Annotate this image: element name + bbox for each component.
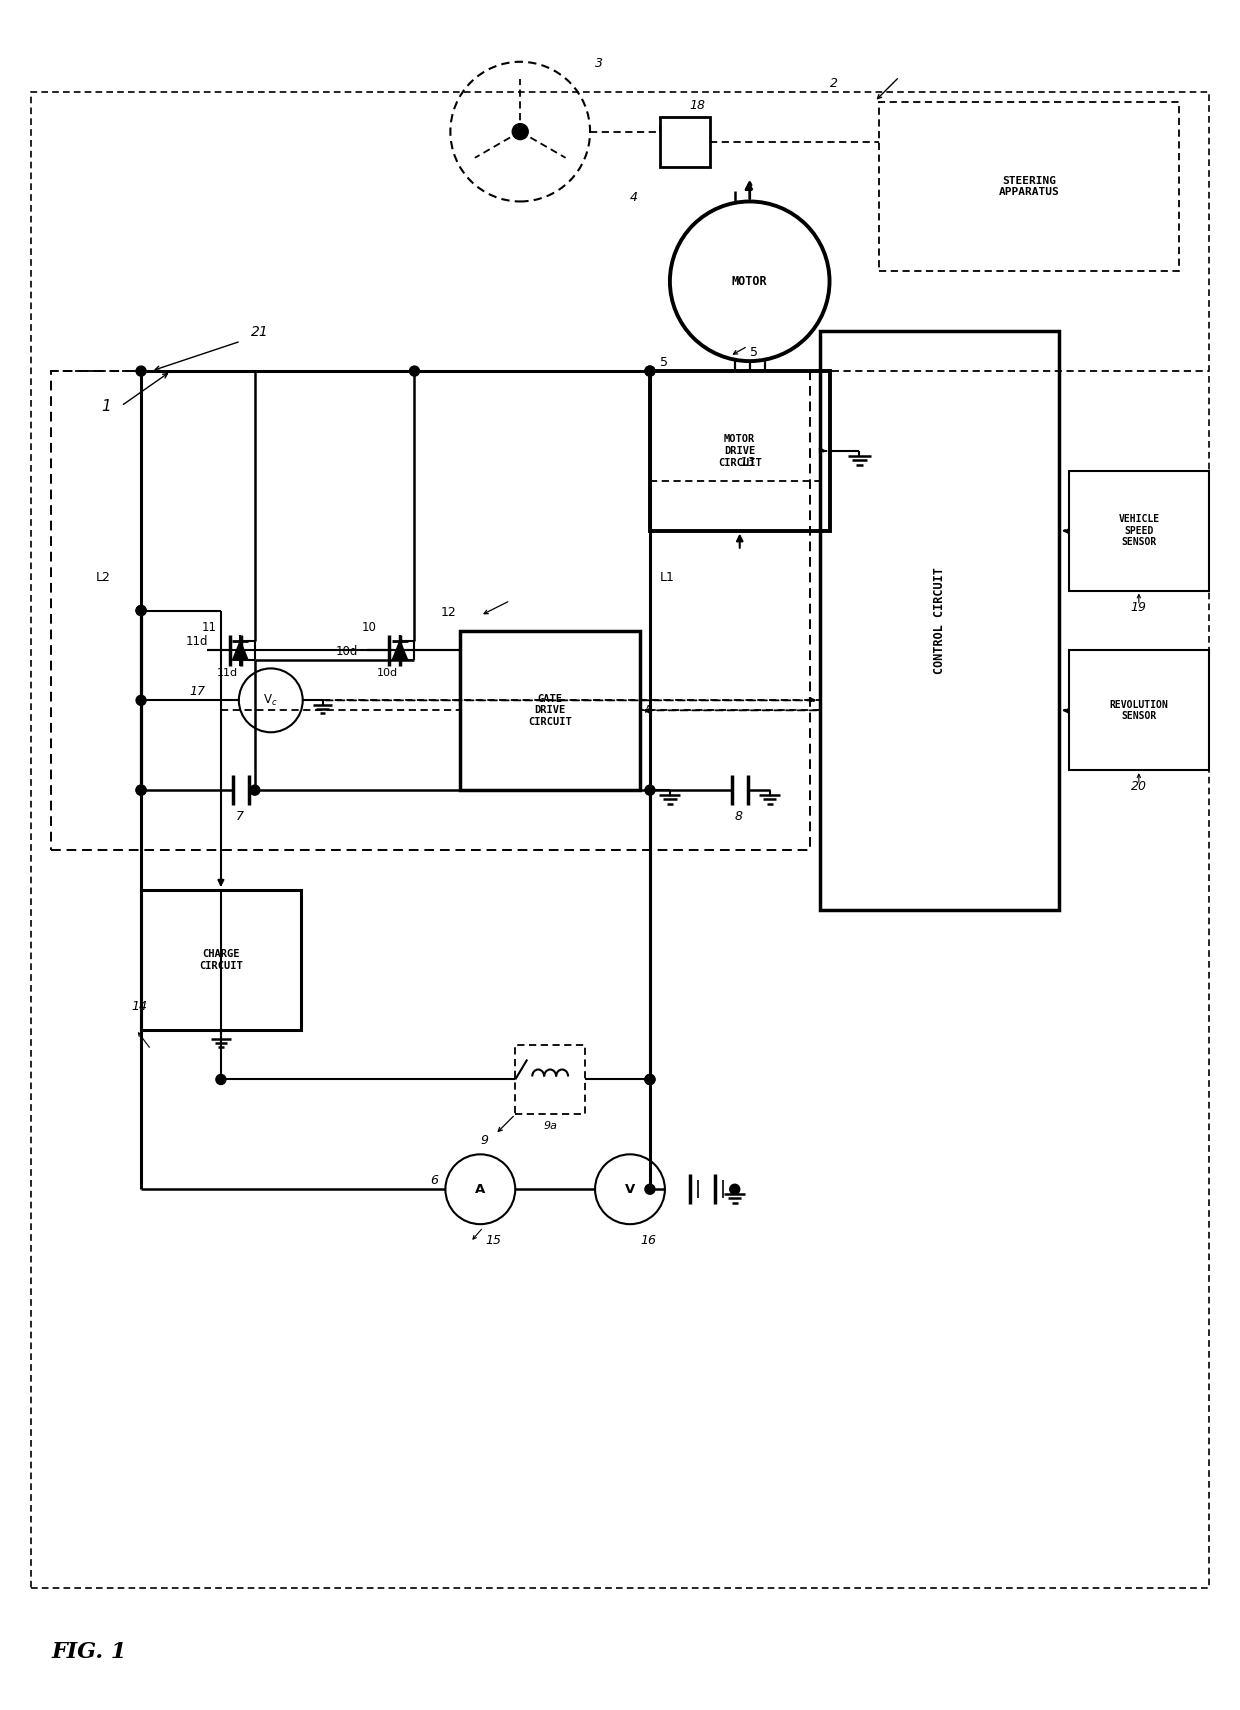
Bar xyxy=(51,371,810,850)
Text: V: V xyxy=(625,1183,635,1195)
Text: 8: 8 xyxy=(735,811,743,823)
Circle shape xyxy=(512,123,528,140)
Text: REVOLUTION
SENSOR: REVOLUTION SENSOR xyxy=(1110,699,1168,722)
Text: 2: 2 xyxy=(830,77,837,89)
Polygon shape xyxy=(232,641,248,660)
Text: 7: 7 xyxy=(236,811,244,823)
Text: 10: 10 xyxy=(361,621,376,634)
Text: 18: 18 xyxy=(689,99,706,111)
Circle shape xyxy=(136,785,146,795)
Text: CONTROL CIRCUIT: CONTROL CIRCUIT xyxy=(932,568,946,674)
Bar xyxy=(1069,650,1209,770)
Bar xyxy=(31,92,1209,1589)
Polygon shape xyxy=(392,641,408,660)
Bar xyxy=(820,332,1059,910)
Bar xyxy=(650,371,830,530)
Circle shape xyxy=(645,1074,655,1084)
Text: 21: 21 xyxy=(250,325,269,339)
Text: GATE
DRIVE
CIRCUIT: GATE DRIVE CIRCUIT xyxy=(528,694,572,727)
Text: 19: 19 xyxy=(1131,600,1147,614)
Text: 5: 5 xyxy=(750,345,758,359)
Text: A: A xyxy=(645,705,651,715)
Circle shape xyxy=(645,1185,655,1194)
Text: CHARGE
CIRCUIT: CHARGE CIRCUIT xyxy=(200,949,243,971)
Text: V$_c$: V$_c$ xyxy=(263,693,278,708)
Text: 3: 3 xyxy=(595,56,603,70)
Circle shape xyxy=(136,696,146,705)
Circle shape xyxy=(645,366,655,376)
Text: 10d: 10d xyxy=(336,645,358,658)
Bar xyxy=(879,101,1179,272)
Text: 11d: 11d xyxy=(217,667,238,677)
Circle shape xyxy=(730,1185,740,1194)
Text: 12: 12 xyxy=(440,605,456,619)
Text: 9a: 9a xyxy=(543,1122,557,1132)
Circle shape xyxy=(409,366,419,376)
Circle shape xyxy=(645,366,655,376)
Circle shape xyxy=(216,1074,226,1084)
Bar xyxy=(460,631,640,790)
Circle shape xyxy=(136,605,146,616)
Circle shape xyxy=(136,605,146,616)
Text: 14: 14 xyxy=(131,1000,148,1012)
Bar xyxy=(660,116,709,166)
Text: 9: 9 xyxy=(480,1134,489,1147)
Text: 17: 17 xyxy=(188,686,205,698)
Text: 20: 20 xyxy=(1131,780,1147,793)
Bar xyxy=(1069,470,1209,590)
Text: FIG. 1: FIG. 1 xyxy=(51,1642,126,1664)
Bar xyxy=(516,1045,585,1115)
Text: 4: 4 xyxy=(630,192,637,205)
Circle shape xyxy=(645,1074,655,1084)
Text: 5: 5 xyxy=(660,356,668,369)
Text: L1: L1 xyxy=(660,571,675,583)
Text: VEHICLE
SPEED
SENSOR: VEHICLE SPEED SENSOR xyxy=(1118,515,1159,547)
Text: L2: L2 xyxy=(97,571,112,583)
Bar xyxy=(141,889,301,1029)
Text: 13: 13 xyxy=(740,457,755,469)
Text: A: A xyxy=(475,1183,485,1195)
Text: 15: 15 xyxy=(485,1235,501,1247)
Text: 6: 6 xyxy=(430,1175,439,1187)
Text: MOTOR: MOTOR xyxy=(732,275,768,287)
Text: 11d: 11d xyxy=(186,636,208,648)
Circle shape xyxy=(136,785,146,795)
Text: MOTOR
DRIVE
CIRCUIT: MOTOR DRIVE CIRCUIT xyxy=(718,434,761,467)
Circle shape xyxy=(645,785,655,795)
Circle shape xyxy=(136,366,146,376)
Text: 10d: 10d xyxy=(377,667,398,677)
Text: 1: 1 xyxy=(102,398,110,414)
Text: 16: 16 xyxy=(640,1235,656,1247)
Circle shape xyxy=(249,785,260,795)
Text: STEERING
APPARATUS: STEERING APPARATUS xyxy=(998,176,1059,197)
Text: 11: 11 xyxy=(202,621,217,634)
